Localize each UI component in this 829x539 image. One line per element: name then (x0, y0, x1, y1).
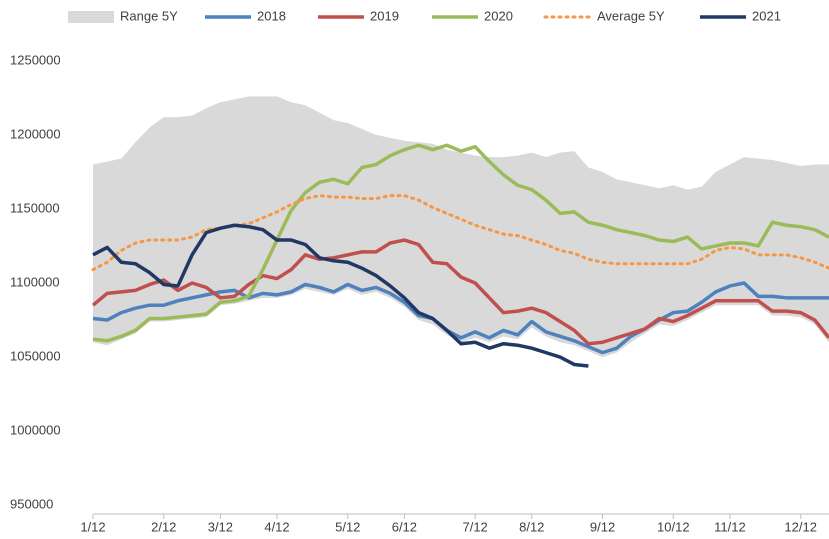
legend-label: 2020 (484, 8, 513, 23)
series-line (91, 238, 829, 346)
legend-label: 2019 (370, 8, 399, 23)
x-tick-label: 10/12 (657, 519, 690, 534)
x-tick-label: 8/12 (519, 519, 544, 534)
series-line (92, 223, 589, 368)
x-tick-label: 4/12 (264, 519, 289, 534)
x-tick-label: 6/12 (392, 519, 417, 534)
y-tick-label: 1000000 (10, 423, 61, 438)
y-tick-label: 950000 (10, 497, 53, 512)
x-tick-label: 12/12 (784, 519, 817, 534)
y-tick-label: 1050000 (10, 349, 61, 364)
legend-swatch (68, 11, 114, 23)
x-tick-label: 7/12 (462, 519, 487, 534)
y-tick-label: 1250000 (10, 52, 61, 67)
legend-label: 2018 (257, 8, 286, 23)
x-tick-label: 11/12 (714, 519, 746, 534)
y-tick-label: 1100000 (10, 274, 60, 289)
legend-label: 2021 (752, 8, 781, 23)
legend-label: Range 5Y (120, 8, 178, 23)
legend-label: Average 5Y (597, 8, 665, 23)
x-tick-label: 2/12 (151, 519, 176, 534)
x-tick-label: 5/12 (335, 519, 360, 534)
y-tick-label: 1150000 (10, 200, 60, 215)
range-area (93, 96, 829, 358)
x-tick-label: 1/12 (80, 519, 105, 534)
x-tick-label: 9/12 (590, 519, 615, 534)
x-tick-label: 3/12 (208, 519, 233, 534)
series-line (92, 143, 829, 343)
y-tick-label: 1200000 (10, 126, 61, 141)
